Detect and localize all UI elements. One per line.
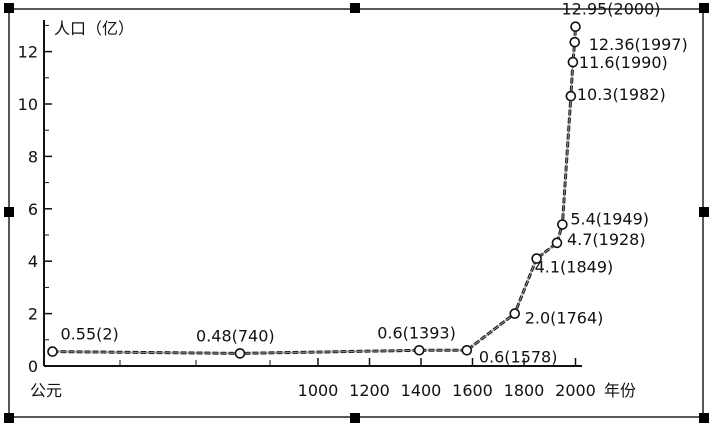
data-label: 0.6(1578) [479,347,558,366]
y-tick-label: 8 [28,147,38,166]
resize-handle-bottom-left[interactable] [4,413,14,423]
x-tick-label: 1400 [401,381,442,400]
x-tick-label: 1200 [349,381,390,400]
data-label: 4.1(1849) [535,258,614,277]
resize-handle-top-left[interactable] [4,3,14,13]
y-tick-label: 0 [28,357,38,376]
y-tick-label: 10 [18,95,38,114]
x-axis-start-label: 公元 [30,381,62,400]
resize-handle-top[interactable] [350,3,360,13]
data-label: 0.55(2) [61,325,119,344]
data-point [570,21,581,33]
x-tick-label: 2000 [555,381,596,400]
data-point [565,90,577,102]
resize-handle-bottom[interactable] [350,413,360,423]
y-tick-label: 12 [18,43,38,62]
data-point [234,348,246,359]
data-labels: 0.55(2) 0.48(740) 0.6(1393) 0.6(1578) 2.0(17… [61,0,688,366]
y-tick-label: 2 [28,305,38,324]
data-point [557,219,568,230]
data-label: 12.36(1997) [589,35,688,54]
data-point [413,344,425,356]
population-series [47,21,581,359]
data-label: 11.6(1990) [579,53,668,72]
data-label: 0.6(1393) [377,323,456,342]
data-point [47,346,58,357]
data-label: 5.4(1949) [570,210,649,229]
x-tick-label: 1600 [452,381,493,400]
x-axis-title: 年份 [604,381,636,400]
data-point [461,344,473,356]
data-point [509,308,521,319]
data-point [531,253,542,264]
y-tick-label: 6 [28,200,38,219]
data-point [551,237,563,249]
data-label: 12.95(2000) [562,0,661,19]
data-label: 10.3(1982) [577,85,666,104]
y-axis-ticks: 0 2 4 6 8 10 12 [18,24,52,376]
resize-handle-left[interactable] [4,207,14,217]
resize-handle-right[interactable] [699,207,709,217]
data-label: 2.0(1764) [525,309,604,328]
data-point [567,56,579,68]
x-axis-ticks: 1000 1200 1400 1600 1800 2000 [119,358,596,400]
data-label: 0.48(740) [196,326,275,345]
y-tick-label: 4 [28,252,38,271]
resize-handle-top-right[interactable] [699,3,709,13]
y-axis-title: 人口（亿） [54,19,134,38]
data-label: 4.7(1928) [567,230,646,249]
data-point [569,36,581,48]
x-tick-label: 1800 [504,381,545,400]
x-tick-label: 1000 [298,381,339,400]
resize-handle-bottom-right[interactable] [699,413,709,423]
population-line [52,26,577,355]
population-line-inner [52,26,576,354]
